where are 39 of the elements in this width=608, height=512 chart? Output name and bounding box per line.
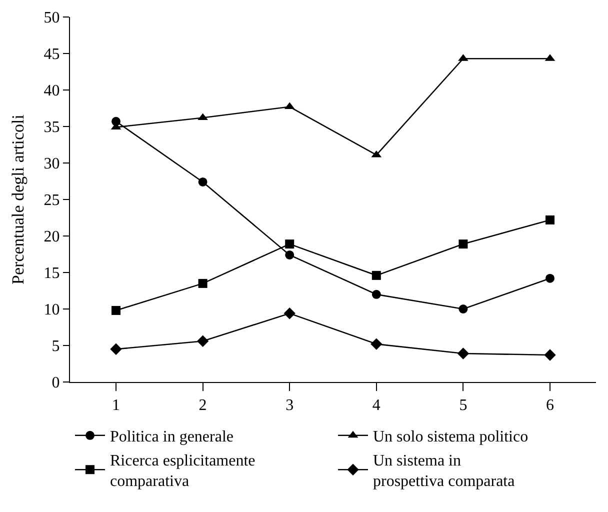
point: [544, 349, 556, 361]
y-tick-label: 40: [44, 82, 60, 100]
y-tick-label: 15: [44, 265, 60, 282]
point: [110, 343, 122, 355]
point: [458, 304, 468, 314]
point: [370, 338, 382, 350]
y-tick-label: 30: [44, 156, 60, 173]
y-tick-label: 0: [52, 374, 60, 392]
point: [198, 177, 208, 186]
legend-label: Politica in generale: [110, 428, 234, 446]
y-tick-label: 50: [44, 10, 60, 27]
legend-label: Un sistema in prospettiva comparata: [373, 452, 515, 490]
point: [546, 274, 554, 283]
y-tick-label: 25: [44, 192, 60, 210]
point: [198, 278, 208, 288]
x-tick-label: 6: [546, 397, 554, 414]
point: [284, 308, 296, 320]
y-tick-label: 5: [52, 338, 60, 356]
y-tick-label: 20: [44, 228, 60, 246]
point: [457, 348, 470, 360]
x-tick-label: 4: [372, 397, 380, 414]
y-tick-label: 45: [44, 46, 60, 64]
y-axis-title: Percentuale degli articoli: [8, 114, 28, 284]
y-tick-label: 35: [44, 119, 60, 136]
x-tick-label: 5: [459, 397, 468, 414]
x-tick-label: 3: [286, 397, 294, 414]
point: [285, 250, 294, 260]
point: [372, 270, 381, 280]
point: [546, 215, 554, 224]
point: [372, 290, 381, 299]
point: [285, 240, 294, 249]
legend-label: Un solo sistema politico: [373, 428, 528, 446]
x-tick-label: 2: [198, 397, 207, 414]
x-tick-label: 1: [112, 397, 120, 414]
legend-label: Ricerca esplicitamente comparativa: [110, 452, 256, 490]
point: [458, 240, 468, 249]
point: [196, 335, 209, 347]
point: [112, 306, 120, 315]
y-tick-label: 10: [44, 302, 60, 319]
